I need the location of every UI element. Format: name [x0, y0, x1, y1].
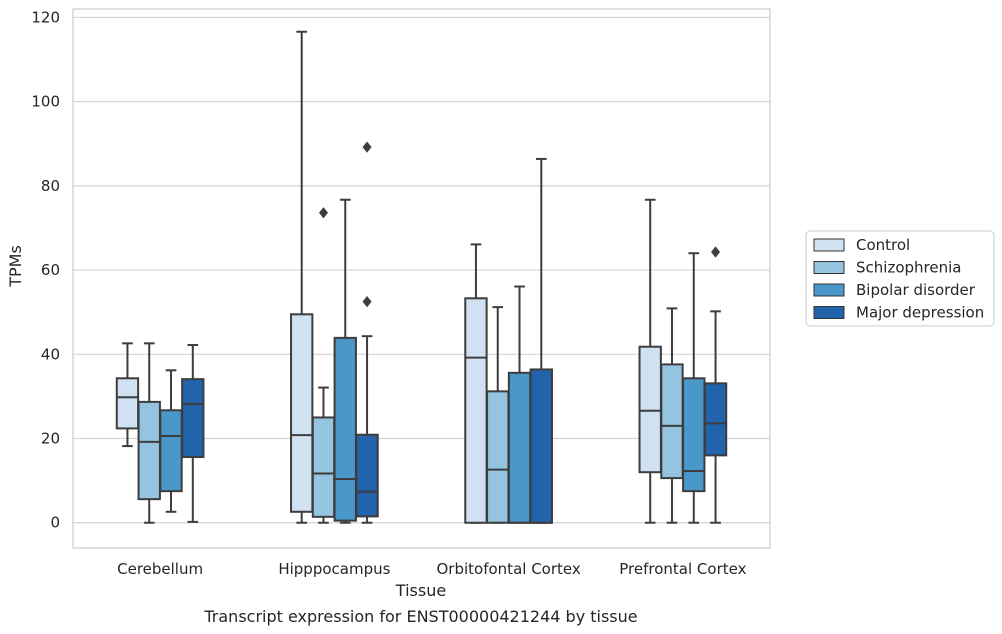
box-0-1 — [137, 342, 161, 524]
box-2-3 — [529, 157, 553, 524]
box — [682, 377, 706, 493]
box-groups — [115, 30, 728, 524]
box-3-1 — [660, 307, 684, 524]
box-1-3 — [355, 141, 379, 524]
box — [464, 297, 488, 524]
chart-title: Transcript expression for ENST0000042124… — [203, 607, 637, 626]
y-axis-label: TPMs — [6, 245, 25, 288]
y-tick-label: 60 — [41, 261, 60, 279]
outlier-point — [362, 141, 372, 153]
box-2-1 — [486, 306, 510, 524]
box — [507, 371, 532, 524]
y-tick-label: 0 — [50, 514, 60, 532]
x-tick-label: Cerebellum — [117, 560, 203, 578]
x-axis-label: Tissue — [395, 581, 446, 600]
box — [638, 345, 662, 474]
y-tick-label: 80 — [41, 177, 60, 195]
box — [290, 313, 314, 513]
y-tick-label: 120 — [31, 8, 60, 26]
y-tick-label: 100 — [31, 93, 60, 111]
outlier-point — [362, 296, 372, 308]
box — [486, 390, 510, 524]
legend-swatch — [813, 283, 845, 297]
box — [529, 368, 553, 524]
box-3-3 — [703, 246, 728, 524]
x-tick-label: Prefrontal Cortex — [619, 560, 746, 578]
box — [660, 363, 684, 480]
x-tick-label: Hipppocampus — [278, 560, 390, 578]
legend-frame — [805, 230, 995, 327]
box-2-0 — [464, 243, 488, 524]
legend-label: Schizophrenia — [856, 259, 961, 277]
box-0-2 — [159, 369, 183, 513]
box-0-0 — [115, 342, 140, 448]
box-3-0 — [638, 198, 662, 524]
box — [159, 409, 183, 493]
x-tick-label: Orbitofontal Cortex — [437, 560, 581, 578]
box-2-2 — [507, 285, 532, 524]
legend-swatch — [813, 238, 845, 252]
outlier-point — [318, 207, 328, 219]
legend-label: Major depression — [856, 304, 984, 322]
box-1-2 — [333, 198, 357, 524]
y-tick-labels: 0 20 40 60 80 100 120 — [31, 8, 60, 531]
box-3-2 — [682, 252, 706, 524]
box — [703, 382, 728, 457]
legend-label: Control — [856, 236, 910, 254]
x-tick-labels: Cerebellum Hipppocampus Orbitofontal Corte… — [117, 560, 746, 578]
plot-frame — [72, 8, 771, 549]
y-tick-label: 40 — [41, 345, 60, 363]
box — [137, 400, 161, 501]
box — [181, 378, 205, 459]
outlier-point — [711, 246, 721, 258]
box-1-1 — [311, 207, 336, 524]
box-0-3 — [181, 344, 205, 523]
y-tick-label: 20 — [41, 430, 60, 448]
legend-swatch — [813, 261, 845, 274]
legend: Control Schizophrenia Bipolar disorder Majo… — [805, 230, 995, 327]
box — [115, 377, 140, 430]
box — [355, 433, 379, 518]
box-1-0 — [290, 30, 314, 524]
legend-swatch — [813, 306, 845, 319]
legend-label: Bipolar disorder — [856, 281, 976, 299]
box — [333, 336, 357, 522]
box — [311, 416, 336, 518]
